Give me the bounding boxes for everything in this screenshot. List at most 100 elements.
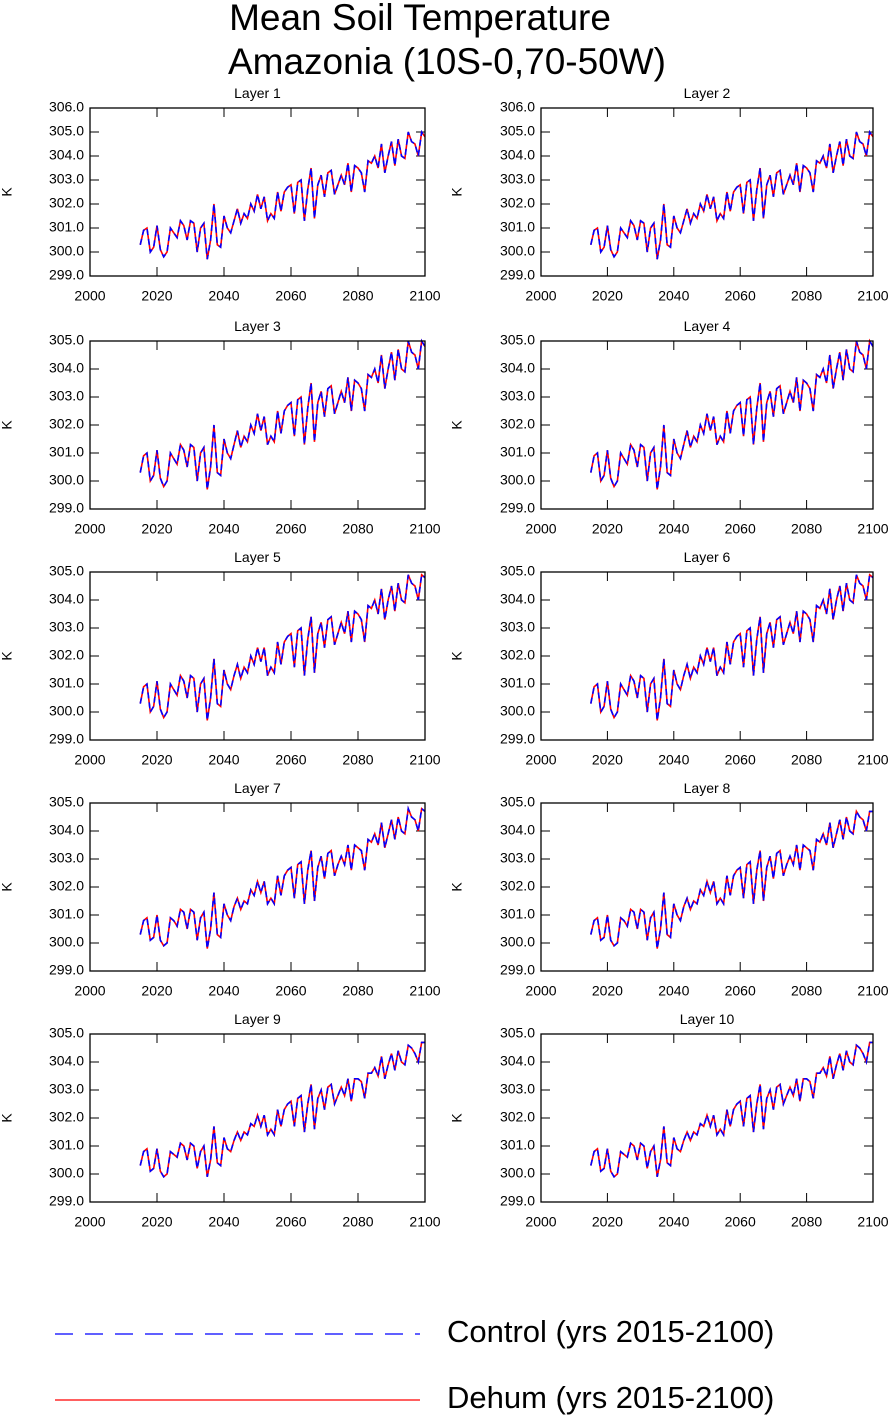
x-tick-label: 2020 bbox=[592, 752, 623, 768]
y-tick-label: 299.0 bbox=[49, 267, 84, 283]
y-tick-label: 305.0 bbox=[500, 794, 535, 810]
x-tick-label: 2020 bbox=[141, 288, 172, 304]
y-tick-label: 300.0 bbox=[49, 243, 84, 259]
series-line bbox=[139, 573, 426, 721]
y-tick-label: 302.0 bbox=[49, 416, 84, 432]
series-line bbox=[590, 129, 874, 260]
x-tick-label: 2060 bbox=[275, 1214, 306, 1230]
x-tick-label: 2040 bbox=[208, 1214, 239, 1230]
series-line bbox=[590, 338, 874, 490]
y-tick-label: 302.0 bbox=[500, 878, 535, 894]
x-tick-label: 2000 bbox=[74, 752, 105, 768]
y-axis-label: K bbox=[449, 882, 465, 892]
figure-subtitle: Amazonia (10S-0,70-50W) bbox=[228, 41, 666, 82]
x-tick-label: 2040 bbox=[658, 288, 689, 304]
series-line bbox=[590, 809, 873, 949]
x-tick-label: 2020 bbox=[141, 752, 172, 768]
y-axis-label: K bbox=[0, 187, 15, 197]
y-tick-label: 303.0 bbox=[49, 850, 84, 866]
y-tick-label: 300.0 bbox=[500, 243, 535, 259]
y-tick-label: 305.0 bbox=[49, 794, 84, 810]
plot-frame bbox=[89, 802, 426, 972]
y-tick-label: 301.0 bbox=[49, 444, 84, 460]
x-tick-label: 2000 bbox=[74, 1214, 105, 1230]
x-tick-label: 2080 bbox=[791, 1214, 822, 1230]
x-tick-label: 2100 bbox=[409, 752, 440, 768]
panel-title: Layer 7 bbox=[234, 780, 281, 796]
series-line bbox=[139, 805, 426, 949]
x-tick-label: 2040 bbox=[658, 1214, 689, 1230]
x-tick-label: 2020 bbox=[592, 1214, 623, 1230]
x-tick-label: 2020 bbox=[592, 983, 623, 999]
panel-title: Layer 5 bbox=[234, 549, 281, 565]
y-tick-label: 306.0 bbox=[500, 99, 535, 115]
x-tick-label: 2100 bbox=[857, 288, 888, 304]
x-tick-label: 2100 bbox=[857, 983, 888, 999]
y-tick-label: 302.0 bbox=[49, 195, 84, 211]
x-tick-label: 2100 bbox=[409, 1214, 440, 1230]
y-tick-label: 301.0 bbox=[500, 1137, 535, 1153]
y-tick-label: 304.0 bbox=[500, 822, 535, 838]
y-tick-label: 299.0 bbox=[500, 1193, 535, 1209]
series-line bbox=[139, 805, 426, 949]
x-tick-label: 2100 bbox=[409, 288, 440, 304]
x-tick-label: 2100 bbox=[409, 521, 440, 537]
y-tick-label: 301.0 bbox=[49, 906, 84, 922]
y-tick-label: 300.0 bbox=[500, 472, 535, 488]
y-tick-label: 305.0 bbox=[49, 1025, 84, 1041]
plot-frame bbox=[540, 571, 874, 741]
y-tick-label: 305.0 bbox=[49, 332, 84, 348]
y-tick-label: 299.0 bbox=[49, 1193, 84, 1209]
x-tick-label: 2100 bbox=[857, 521, 888, 537]
y-tick-label: 304.0 bbox=[49, 360, 84, 376]
y-axis-label: K bbox=[0, 651, 15, 661]
y-tick-label: 303.0 bbox=[500, 619, 535, 635]
x-tick-label: 2040 bbox=[208, 521, 239, 537]
x-tick-label: 2080 bbox=[342, 521, 373, 537]
panel-title: Layer 1 bbox=[234, 85, 281, 101]
x-tick-label: 2020 bbox=[141, 521, 172, 537]
series-line bbox=[590, 573, 874, 721]
y-tick-label: 303.0 bbox=[49, 1081, 84, 1097]
y-tick-label: 303.0 bbox=[500, 388, 535, 404]
y-tick-label: 303.0 bbox=[500, 171, 535, 187]
x-tick-label: 2000 bbox=[525, 288, 556, 304]
y-tick-label: 303.0 bbox=[500, 850, 535, 866]
x-tick-label: 2060 bbox=[725, 1214, 756, 1230]
x-tick-label: 2100 bbox=[857, 1214, 888, 1230]
x-tick-label: 2040 bbox=[208, 752, 239, 768]
x-tick-label: 2060 bbox=[275, 521, 306, 537]
y-tick-label: 304.0 bbox=[49, 1053, 84, 1069]
plot-frame bbox=[540, 340, 874, 510]
y-tick-label: 304.0 bbox=[49, 591, 84, 607]
y-tick-label: 300.0 bbox=[49, 1165, 84, 1181]
series-line bbox=[590, 1041, 873, 1179]
plot-frame bbox=[89, 340, 426, 510]
y-tick-label: 300.0 bbox=[500, 1165, 535, 1181]
y-tick-label: 305.0 bbox=[500, 123, 535, 139]
y-tick-label: 300.0 bbox=[49, 934, 84, 950]
series-line bbox=[139, 129, 426, 260]
y-tick-label: 304.0 bbox=[500, 147, 535, 163]
y-axis-label: K bbox=[0, 882, 15, 892]
y-axis-label: K bbox=[449, 651, 465, 661]
x-tick-label: 2080 bbox=[342, 1214, 373, 1230]
y-tick-label: 305.0 bbox=[500, 563, 535, 579]
x-tick-label: 2040 bbox=[658, 983, 689, 999]
x-tick-label: 2000 bbox=[74, 288, 105, 304]
y-tick-label: 302.0 bbox=[49, 647, 84, 663]
x-tick-label: 2060 bbox=[725, 288, 756, 304]
y-tick-label: 302.0 bbox=[49, 878, 84, 894]
y-tick-label: 301.0 bbox=[500, 219, 535, 235]
y-axis-label: K bbox=[0, 420, 15, 430]
y-tick-label: 303.0 bbox=[49, 171, 84, 187]
y-tick-label: 302.0 bbox=[500, 647, 535, 663]
plot-frame bbox=[540, 802, 874, 972]
x-tick-label: 2080 bbox=[791, 521, 822, 537]
plot-frame bbox=[540, 1033, 874, 1203]
x-tick-label: 2080 bbox=[791, 288, 822, 304]
x-tick-label: 2060 bbox=[275, 752, 306, 768]
x-tick-label: 2020 bbox=[141, 1214, 172, 1230]
y-tick-label: 301.0 bbox=[500, 675, 535, 691]
y-axis-label: K bbox=[449, 420, 465, 430]
